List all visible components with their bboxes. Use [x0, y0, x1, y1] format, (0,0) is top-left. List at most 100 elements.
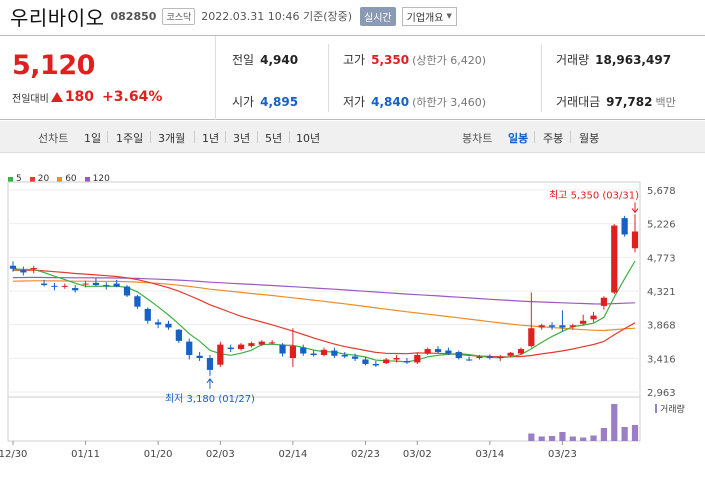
tab-3y[interactable]: 3년	[233, 132, 251, 145]
tab-3m[interactable]: 3개월	[158, 132, 186, 145]
legend-ma120: 120	[84, 174, 110, 184]
x-tick-label: 03/02	[403, 449, 432, 460]
stat-divider	[328, 44, 329, 112]
candle-body	[559, 325, 566, 328]
candle-body	[548, 325, 556, 327]
low-annotation: 최저 3,180 (01/27)	[165, 393, 255, 405]
stat-low: 저가 4,840 (하한가 3,460)	[343, 93, 486, 110]
candle-body	[20, 270, 27, 273]
candle-body	[155, 322, 162, 325]
stat-value: 4,895	[260, 95, 299, 109]
tab-1d[interactable]: 1일	[84, 132, 102, 145]
x-tick-label: 01/11	[71, 449, 100, 460]
stat-label: 시가	[232, 95, 255, 109]
tab-10y[interactable]: 10년	[296, 132, 321, 145]
legend-ma20: 20	[29, 174, 49, 184]
candle-body	[403, 360, 411, 363]
stat-label: 전일	[232, 53, 255, 67]
candle-body	[507, 352, 514, 356]
tab-1y[interactable]: 1년	[202, 132, 220, 145]
y-tick-label: 5,678	[647, 186, 676, 197]
candle-body	[569, 325, 576, 327]
candle-body	[455, 352, 462, 358]
volume-bar	[528, 433, 535, 441]
stat-value: 97,782	[606, 95, 653, 109]
volume-bar	[600, 428, 608, 441]
candle-body	[434, 349, 442, 353]
stat-high: 고가 5,350 (상한가 6,420)	[343, 51, 486, 68]
tab-1w[interactable]: 1주일	[116, 132, 144, 145]
candle-body	[82, 283, 89, 285]
stat-volume: 거래량 18,963,497	[556, 51, 671, 68]
volume-bar	[621, 427, 628, 441]
x-tick-label: 03/14	[475, 449, 504, 460]
price-area: 5,120 전일대비 180 +3.64%	[0, 36, 216, 120]
market-badge: 코스닥	[162, 7, 196, 25]
volume-legend-swatch	[655, 404, 657, 413]
realtime-button[interactable]: 실시간	[360, 6, 396, 26]
line-chart-label: 선차트	[38, 132, 69, 145]
y-tick-label: 4,773	[647, 253, 676, 264]
candle-body	[424, 349, 431, 354]
candle-body	[103, 285, 110, 287]
candle-body	[580, 320, 587, 324]
chevron-down-icon: ▼	[446, 12, 452, 20]
stat-prev-close: 전일 4,940	[232, 51, 298, 68]
candle-body	[476, 356, 483, 358]
stat-sub: (상한가 6,420)	[412, 54, 486, 67]
x-tick-label: 02/14	[278, 449, 307, 460]
candle-body	[206, 357, 214, 370]
candle-body	[134, 296, 141, 307]
change-percent: +3.64%	[102, 89, 163, 105]
company-overview-label: 기업개요	[406, 12, 444, 24]
ma-legend: 5 20 60 120	[8, 174, 110, 184]
candle-body	[351, 356, 359, 359]
candle-body	[393, 357, 400, 360]
candle-body	[289, 346, 297, 358]
company-overview-select[interactable]: 기업개요 ▼	[401, 6, 457, 26]
candle-body	[196, 355, 203, 358]
x-tick-label: 02/23	[351, 449, 380, 460]
tab-daily[interactable]: 일봉	[508, 132, 529, 145]
candle-body	[486, 356, 493, 358]
candle-body	[611, 225, 618, 293]
candle-body	[310, 353, 317, 356]
candle-chart-label: 봉차트	[462, 132, 493, 145]
candle-body	[227, 347, 234, 350]
candle-body	[279, 344, 286, 354]
stat-open: 시가 4,895	[232, 93, 298, 110]
candle-body	[144, 308, 151, 321]
candle-body	[51, 285, 58, 287]
company-name: 우리바이오	[10, 5, 105, 30]
tab-monthly[interactable]: 월봉	[579, 132, 600, 145]
volume-label: 거래량	[660, 403, 685, 415]
quote-panel: 5,120 전일대비 180 +3.64% 전일 4,940 시가 4,895 …	[0, 35, 705, 120]
current-price: 5,120	[12, 50, 95, 81]
x-tick-label: 02/03	[206, 449, 235, 460]
candle-body	[517, 349, 525, 354]
volume-bar	[538, 436, 545, 441]
high-arrow-head	[631, 208, 639, 214]
volume-bar	[548, 436, 556, 441]
candle-body	[92, 282, 100, 286]
tab-weekly[interactable]: 주봉	[543, 132, 564, 145]
x-tick-label: 12/30	[0, 449, 27, 460]
candle-body	[269, 342, 276, 344]
tab-5y[interactable]: 5년	[265, 132, 283, 145]
candlestick-chart[interactable]: 5,678 5,226 4,773 4,321 3,868 3,416 2,963 12/30…	[0, 160, 705, 483]
y-tick-label: 4,321	[647, 287, 676, 298]
candle-body	[248, 343, 255, 347]
change-value: 180	[64, 89, 95, 105]
candle-body	[497, 356, 504, 358]
candle-body	[362, 359, 369, 364]
stat-sub: (하한가 3,460)	[412, 96, 486, 109]
volume-bar	[611, 404, 618, 441]
stat-label: 거래량	[556, 53, 590, 67]
candle-body	[61, 285, 68, 287]
candle-body	[445, 350, 452, 354]
candle-body	[237, 344, 245, 350]
y-tick-label: 5,226	[647, 220, 676, 231]
candle-body	[372, 363, 379, 366]
candle-body	[414, 355, 421, 363]
candle-body	[320, 349, 328, 356]
